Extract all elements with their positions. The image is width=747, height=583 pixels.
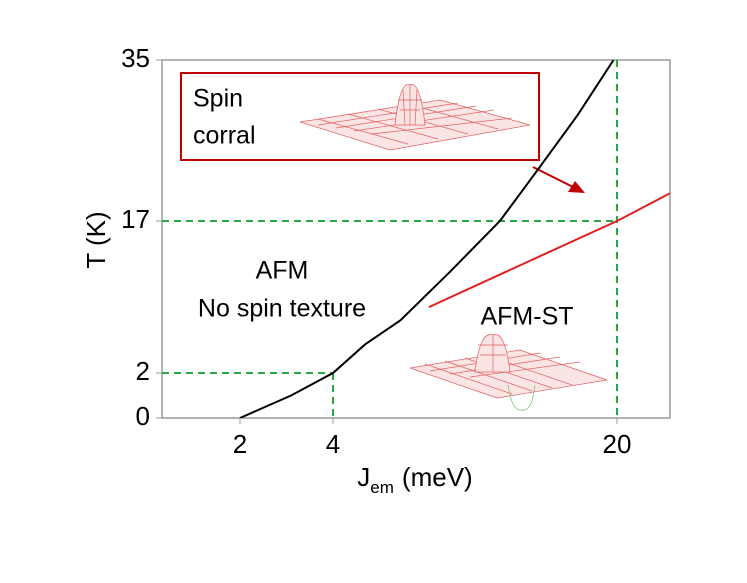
series-line — [428, 192, 670, 309]
y-tick-label: 35 — [121, 43, 150, 73]
y-tick-label: 17 — [121, 204, 150, 234]
y-tick-label: 2 — [136, 356, 150, 386]
mesh-bottom — [409, 334, 608, 411]
series-line — [239, 60, 615, 418]
x-tick-label: 2 — [233, 429, 247, 459]
x-tick-label: 4 — [326, 429, 340, 459]
annotation: corral — [193, 122, 256, 150]
x-label-symbol: J — [357, 462, 370, 492]
plot-frame — [161, 59, 671, 419]
annotation: Spin — [193, 85, 243, 113]
annotation: AFM-ST — [480, 303, 573, 331]
arrow — [532, 166, 576, 189]
mesh-top — [299, 84, 531, 151]
y-tick-label: 0 — [136, 401, 150, 431]
x-tick-label: 20 — [603, 429, 632, 459]
arrow-head — [568, 181, 585, 193]
x-label-unit: (meV) — [402, 462, 473, 492]
y-axis-label: T (K) — [81, 211, 111, 268]
annotation: No spin texture — [198, 295, 366, 323]
annotation: AFM — [256, 257, 309, 285]
annotation-box — [180, 72, 540, 161]
x-label-subscript: em — [370, 478, 394, 497]
x-axis-label: Jem (meV) — [357, 462, 472, 497]
